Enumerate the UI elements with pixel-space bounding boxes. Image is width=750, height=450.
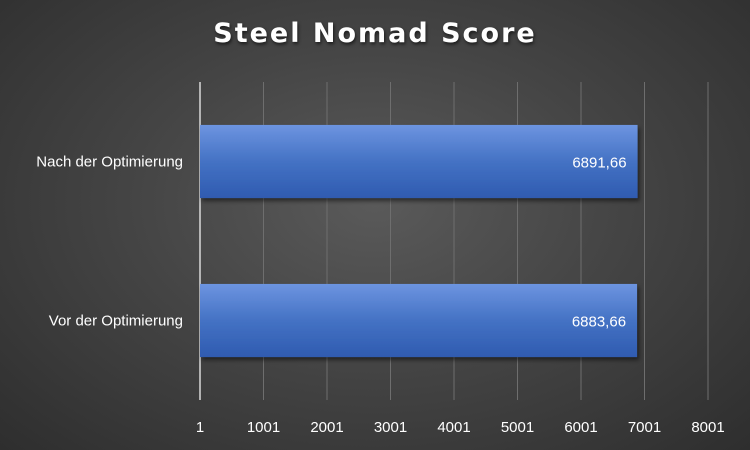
category-label: Nach der Optimierung [36,154,183,171]
x-tick-label: 2001 [310,419,343,436]
x-tick-label: 6001 [564,419,597,436]
x-tick-label: 1 [196,419,204,436]
bar [200,283,638,358]
chart-title: Steel Nomad Score [213,18,537,49]
x-tick-label: 3001 [374,419,407,436]
labels: 1 1001 2001 3001 4001 5001 6001 7001 8001 Nach de… [36,154,724,437]
x-tick-label: 4001 [437,419,470,436]
bars [200,124,638,358]
x-tick-label: 1001 [247,419,280,436]
data-label: 6891,66 [572,155,626,172]
category-label: Vor der Optimierung [49,313,183,330]
data-label: 6883,66 [572,314,626,331]
x-tick-label: 8001 [691,419,724,436]
x-tick-label: 7001 [628,419,661,436]
bar [200,124,638,199]
x-tick-label: 5001 [501,419,534,436]
